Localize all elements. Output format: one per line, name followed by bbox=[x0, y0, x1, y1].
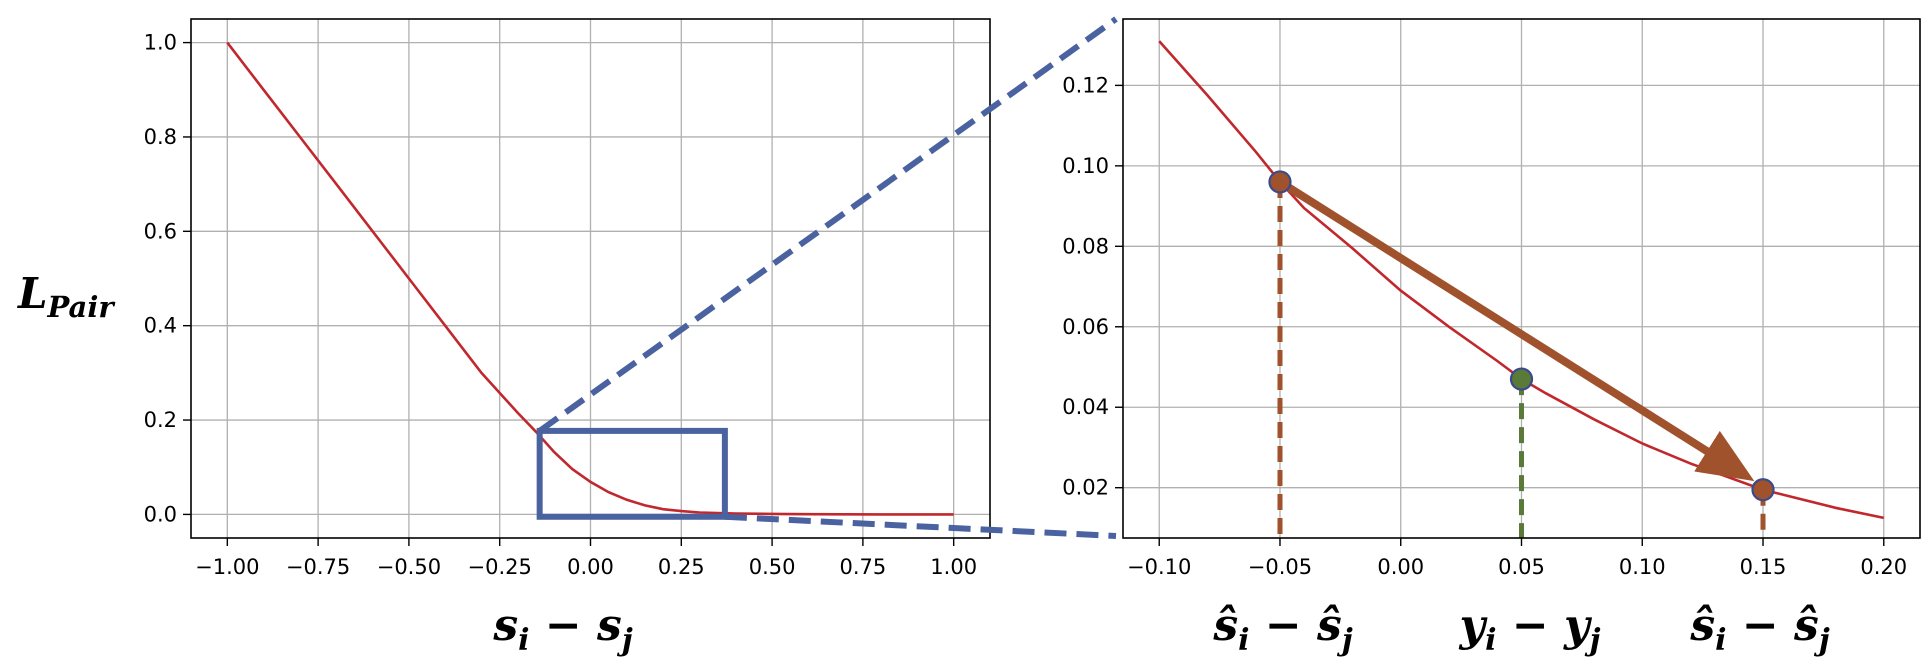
left-ticks: −1.00 −0.75 −0.50 −0.25 0.00 0.25 0.50 0.75 1.00… bbox=[144, 31, 977, 579]
zoom-connector-lines bbox=[537, 16, 1118, 539]
x-tick-label: 1.00 bbox=[930, 555, 977, 579]
x-tick-label: 0.25 bbox=[658, 555, 705, 579]
update-arrow bbox=[1277, 178, 1755, 482]
x-tick-label: 0.50 bbox=[749, 555, 796, 579]
right-x-label-predicted-1: ŝi − ŝj bbox=[1212, 600, 1352, 658]
right-x-label-predicted-2: ŝi − ŝj bbox=[1689, 600, 1829, 658]
x-tick-label: 0.05 bbox=[1498, 555, 1545, 579]
highlight-point bbox=[1509, 367, 1534, 391]
left-grid bbox=[191, 19, 990, 538]
x-tick-label: −0.50 bbox=[377, 555, 441, 579]
y-axis-title: LPair bbox=[17, 269, 116, 324]
x-tick-label: 0.15 bbox=[1740, 555, 1787, 579]
x-tick-label: −0.10 bbox=[1127, 555, 1191, 579]
zoom-box bbox=[536, 427, 728, 520]
left-x-axis-title: si − sj bbox=[492, 600, 632, 658]
y-tick-label: 0.0 bbox=[144, 502, 177, 526]
y-tick-label: 0.08 bbox=[1062, 234, 1109, 258]
left-loss-curve bbox=[226, 41, 954, 516]
y-tick-label: 0.6 bbox=[144, 219, 177, 243]
x-tick-label: −0.75 bbox=[286, 555, 350, 579]
zoom-line-top bbox=[537, 16, 1118, 434]
left-chart: −1.00 −0.75 −0.50 −0.25 0.00 0.25 0.50 0.75 1.00… bbox=[144, 18, 991, 579]
y-tick-label: 0.2 bbox=[144, 408, 177, 432]
y-tick-label: 0.10 bbox=[1062, 154, 1109, 178]
right-x-label-ground-truth: yi − yj bbox=[1459, 600, 1601, 658]
x-tick-label: −0.25 bbox=[468, 555, 532, 579]
right-chart: −0.10 −0.05 0.00 0.05 0.10 0.15 0.20 0.02 0.04 0.… bbox=[1062, 18, 1921, 579]
x-tick-label: −0.05 bbox=[1248, 555, 1312, 579]
highlight-point bbox=[1751, 478, 1775, 502]
y-tick-label: 1.0 bbox=[144, 31, 177, 55]
x-tick-label: 0.10 bbox=[1619, 555, 1666, 579]
right-ticks: −0.10 −0.05 0.00 0.05 0.10 0.15 0.20 0.02 0.04 0.… bbox=[1062, 73, 1907, 579]
x-tick-label: 0.00 bbox=[567, 555, 614, 579]
y-tick-label: 0.02 bbox=[1062, 476, 1109, 500]
zoom-line-bottom bbox=[724, 513, 1117, 539]
x-tick-label: 0.00 bbox=[1377, 555, 1424, 579]
x-tick-label: −1.00 bbox=[195, 555, 259, 579]
y-tick-label: 0.04 bbox=[1062, 395, 1109, 419]
y-tick-label: 0.12 bbox=[1062, 73, 1109, 97]
highlight-point bbox=[1268, 170, 1292, 194]
x-tick-label: 0.75 bbox=[840, 555, 887, 579]
x-tick-label: 0.20 bbox=[1860, 555, 1907, 579]
y-tick-label: 0.8 bbox=[144, 125, 177, 149]
highlight-points bbox=[1268, 170, 1775, 502]
y-tick-label: 0.4 bbox=[144, 314, 177, 338]
y-tick-label: 0.06 bbox=[1062, 315, 1109, 339]
